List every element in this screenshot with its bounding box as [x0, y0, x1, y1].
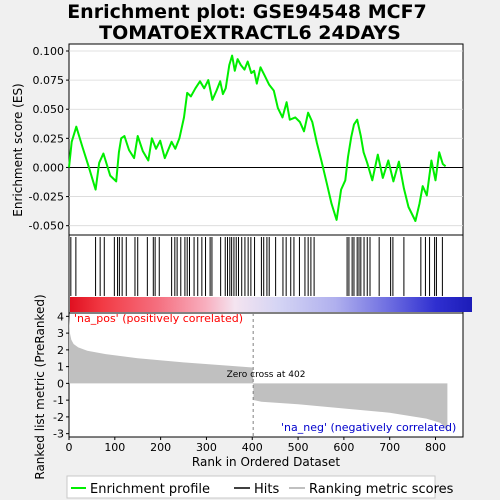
rank-y-tick-label: 2	[57, 344, 64, 357]
rank-x-tick-label: 100	[104, 441, 125, 454]
es-y-tick-label: 0.100	[33, 45, 65, 58]
legend-box	[66, 475, 436, 499]
rank-y-tick-label: -1	[53, 394, 64, 407]
chart-title-line2: TOMATOEXTRACTL6 24DAYS	[99, 22, 401, 44]
rank-x-tick-label: 700	[379, 441, 400, 454]
hit-markers	[70, 237, 443, 296]
es-y-tick-label: 0.075	[33, 74, 65, 87]
rank-x-tick-label: 200	[150, 441, 171, 454]
rank-y-tick-label: 3	[57, 327, 64, 340]
legend-enrichment-label: Enrichment profile	[90, 482, 210, 497]
ranking-y-axis: -3 -2 -1 0 1 2 3 4	[53, 310, 69, 441]
rank-x-tick-label: 800	[425, 441, 446, 454]
es-y-tick-label: 0.025	[33, 132, 65, 145]
ranking-metric-area	[69, 316, 448, 433]
enrichment-y-axis: -0.050 -0.025 0.000 0.025 0.050 0.075 0.100	[29, 45, 69, 233]
rank-x-tick-label: 500	[288, 441, 309, 454]
rank-y-tick-label: -3	[53, 428, 64, 441]
es-y-tick-label: -0.050	[29, 220, 64, 233]
rank-y-tick-label: 4	[57, 310, 64, 323]
rank-y-tick-label: -2	[53, 411, 64, 424]
ranking-y-axis-label: Ranked list metric (PreRanked)	[33, 294, 47, 479]
pos-correlated-label: 'na_pos' (positively correlated)	[74, 312, 243, 325]
legend-hits-label: Hits	[254, 482, 279, 497]
rank-x-tick-label: 300	[196, 441, 217, 454]
rank-x-tick-label: 0	[66, 441, 73, 454]
rank-y-tick-label: 1	[57, 361, 64, 374]
ranking-x-axis: 0 100 200 300 400 500 600 700 800	[66, 437, 446, 454]
correlation-color-bar	[70, 297, 472, 312]
es-y-axis-label: Enrichment score (ES)	[11, 83, 25, 216]
ranking-x-axis-label: Rank in Ordered Dataset	[192, 455, 340, 469]
rank-x-tick-label: 600	[333, 441, 354, 454]
enrichment-profile-line	[68, 54, 447, 222]
legend-ranking-label: Ranking metric scores	[309, 482, 454, 497]
chart-title-line1: Enrichment plot: GSE94548 MCF7	[67, 1, 427, 23]
es-y-tick-label: 0.050	[33, 103, 65, 116]
enrichment-panel	[68, 43, 464, 236]
rank-x-tick-label: 400	[242, 441, 263, 454]
neg-correlated-label: 'na_neg' (negatively correlated)	[281, 421, 456, 434]
es-y-tick-label: 0.000	[33, 161, 65, 174]
rank-y-tick-label: 0	[57, 377, 64, 390]
zero-cross-label: Zero cross at 402	[227, 370, 306, 380]
es-y-tick-label: -0.025	[29, 191, 64, 204]
